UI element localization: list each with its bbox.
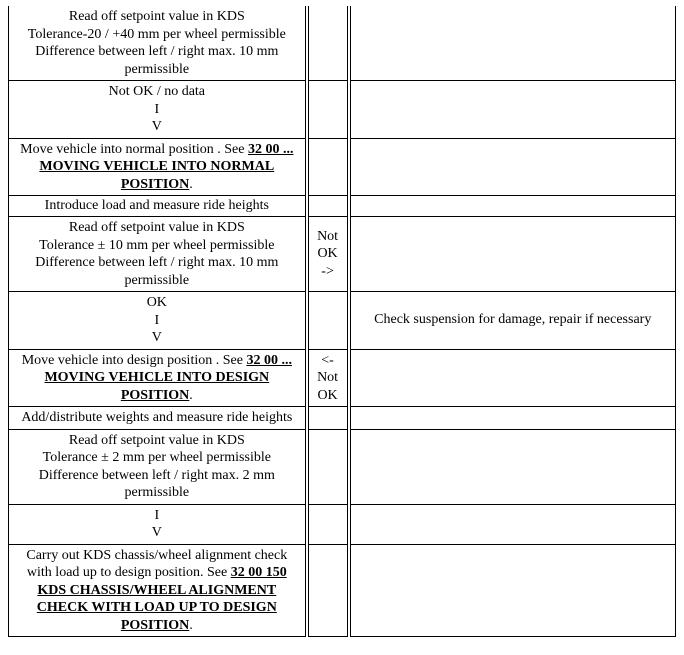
cell-empty <box>308 139 348 197</box>
step-check-suspension: Check suspension for damage, repair if n… <box>350 292 677 350</box>
cell-empty <box>350 430 677 505</box>
step-carry-out-kds-check: Carry out KDS chassis/wheel alignment ch… <box>8 545 306 638</box>
branch-ok-down: OK I V <box>8 292 306 350</box>
text: Move vehicle into design position . See <box>22 353 247 368</box>
cell-empty <box>350 196 677 217</box>
text: Tolerance ± 10 mm per wheel permissible <box>39 238 274 253</box>
kds-procedure-table: Read off setpoint value in KDS Tolerance… <box>6 6 678 637</box>
text: OK <box>147 295 167 310</box>
cell-empty <box>308 81 348 139</box>
text: Tolerance-20 / +40 mm per wheel permissi… <box>28 27 286 42</box>
step-add-distribute-weights: Add/distribute weights and measure ride … <box>8 407 306 430</box>
arrow-down-icon: V <box>152 330 162 345</box>
text: Difference between left / right max. 10 … <box>35 44 278 77</box>
text: Move vehicle into normal position . See <box>20 142 248 157</box>
cell-empty <box>350 6 677 81</box>
cell-empty <box>308 196 348 217</box>
arrow-down: I V <box>8 505 306 545</box>
arrow-down-icon: I <box>154 102 159 117</box>
text: Difference between left / right max. 10 … <box>35 255 278 288</box>
step-read-setpoint-1: Read off setpoint value in KDS Tolerance… <box>8 6 306 81</box>
text: Read off setpoint value in KDS <box>69 433 245 448</box>
branch-not-ok-right: Not OK -> <box>308 217 348 292</box>
step-not-ok-nodata: Not OK / no data I V <box>8 81 306 139</box>
arrow-down-icon: I <box>154 313 159 328</box>
cell-empty <box>350 217 677 292</box>
arrow-down-icon: I <box>154 508 159 523</box>
cell-empty <box>308 430 348 505</box>
text: Not <box>317 229 338 244</box>
text: Read off setpoint value in KDS <box>69 9 245 24</box>
step-read-setpoint-3: Read off setpoint value in KDS Tolerance… <box>8 430 306 505</box>
text: Difference between left / right max. 2 m… <box>39 468 275 501</box>
cell-empty <box>350 139 677 197</box>
arrow-down-icon: V <box>152 119 162 134</box>
text: OK <box>317 246 337 261</box>
text: Not OK / no data <box>109 84 205 99</box>
arrow-left-icon: <- <box>321 353 334 368</box>
cell-empty <box>350 350 677 408</box>
step-read-setpoint-2: Read off setpoint value in KDS Tolerance… <box>8 217 306 292</box>
arrow-down-icon: V <box>152 525 162 540</box>
text: Not <box>317 370 338 385</box>
cell-empty <box>308 505 348 545</box>
cell-empty <box>308 545 348 638</box>
arrow-right-icon: -> <box>321 264 334 279</box>
step-move-normal-position: Move vehicle into normal position . See … <box>8 139 306 197</box>
step-move-design-position: Move vehicle into design position . See … <box>8 350 306 408</box>
text: Read off setpoint value in KDS <box>69 220 245 235</box>
cell-empty <box>350 407 677 430</box>
cell-empty <box>308 6 348 81</box>
text: Tolerance ± 2 mm per wheel permissible <box>43 450 271 465</box>
step-introduce-load: Introduce load and measure ride heights <box>8 196 306 217</box>
branch-not-ok-left: <- Not OK <box>308 350 348 408</box>
cell-empty <box>308 407 348 430</box>
cell-empty <box>350 505 677 545</box>
text: . <box>189 618 193 633</box>
cell-empty <box>350 81 677 139</box>
text: . <box>189 388 193 403</box>
cell-empty <box>308 292 348 350</box>
text: . <box>189 177 193 192</box>
cell-empty <box>350 545 677 638</box>
text: OK <box>317 388 337 403</box>
